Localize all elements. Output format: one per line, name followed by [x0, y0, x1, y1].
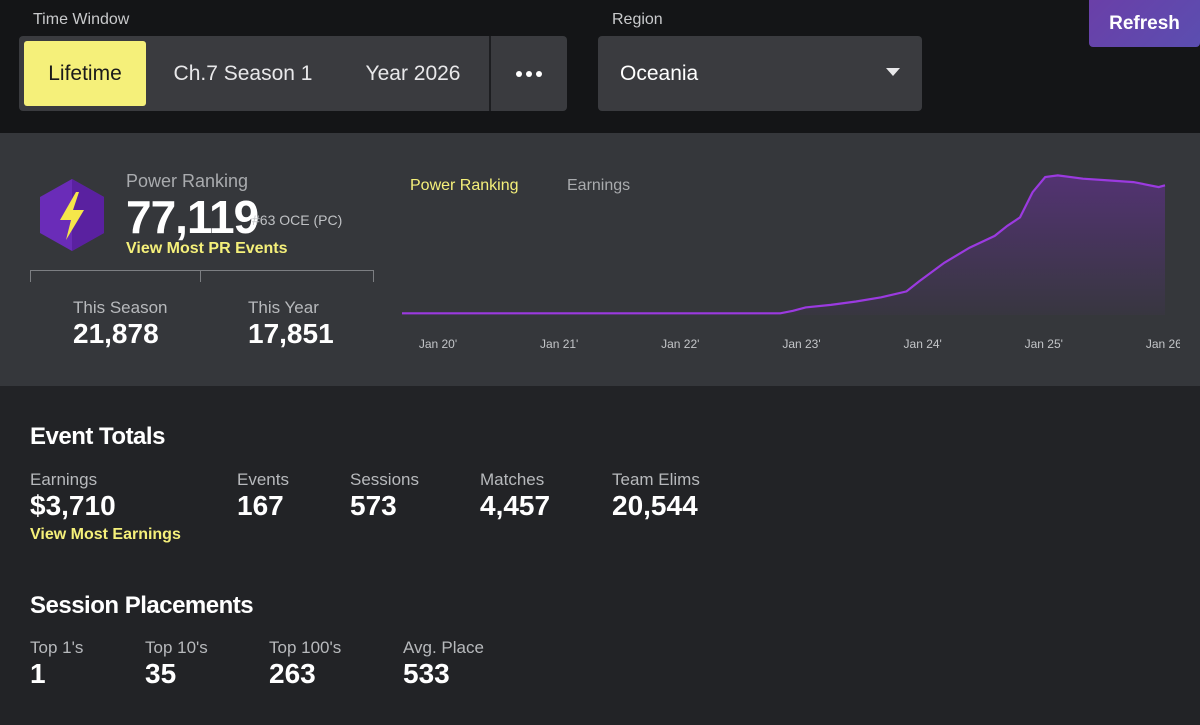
more-dots-icon — [516, 70, 542, 77]
region-select[interactable]: Oceania — [598, 36, 922, 111]
segment-divider — [489, 36, 491, 111]
avg-place-label: Avg. Place — [403, 638, 484, 657]
top100-value: 263 — [269, 658, 316, 689]
chevron-down-icon — [886, 68, 900, 76]
more-options-button[interactable] — [491, 36, 567, 111]
earnings-value: $3,710 — [30, 490, 116, 521]
time-option-year[interactable]: Year 2026 — [365, 61, 461, 85]
top1-label: Top 1's — [30, 638, 84, 657]
power-ranking-rank: #63 OCE (PC) — [252, 212, 343, 228]
x-tick-label: Jan 24' — [904, 337, 942, 351]
top10-label: Top 10's — [145, 638, 208, 657]
sessions-label: Sessions — [350, 470, 419, 489]
tab-power-ranking[interactable]: Power Ranking — [410, 177, 519, 194]
x-tick-label: Jan 26' — [1146, 337, 1180, 351]
view-most-earnings-link[interactable]: View Most Earnings — [30, 526, 181, 543]
lightning-hex-icon — [40, 179, 104, 251]
refresh-button[interactable]: Refresh — [1089, 0, 1200, 47]
region-label: Region — [612, 11, 663, 28]
x-tick-label: Jan 23' — [782, 337, 820, 351]
chart-area-fill — [402, 175, 1165, 315]
x-tick-label: Jan 22' — [661, 337, 699, 351]
power-ranking-title: Power Ranking — [126, 171, 249, 191]
matches-value: 4,457 — [480, 490, 551, 521]
avg-place-value: 533 — [403, 658, 450, 689]
top1-value: 1 — [30, 658, 46, 689]
time-option-lifetime[interactable]: Lifetime — [24, 41, 146, 106]
power-ranking-value: 77,119 — [126, 191, 259, 243]
event-totals-title: Event Totals — [30, 423, 165, 450]
stats-bracket-divider — [200, 270, 201, 282]
top100-label: Top 100's — [269, 638, 342, 657]
region-value: Oceania — [620, 62, 699, 85]
this-year-value: 17,851 — [248, 318, 334, 349]
power-ranking-chart: Jan 20' Jan 21' Jan 22' Jan 23' Jan 24' Jan 2… — [402, 174, 1180, 351]
this-year-label: This Year — [248, 298, 319, 317]
time-window-label: Time Window — [33, 11, 130, 28]
sessions-value: 573 — [350, 490, 397, 521]
stats-bracket — [30, 270, 374, 282]
time-option-season[interactable]: Ch.7 Season 1 — [173, 61, 313, 85]
filter-bar: Time Window Lifetime Ch.7 Season 1 Year … — [0, 0, 1200, 133]
tab-earnings[interactable]: Earnings — [567, 177, 631, 194]
this-season-value: 21,878 — [73, 318, 159, 349]
team-elims-label: Team Elims — [612, 470, 700, 489]
earnings-label: Earnings — [30, 470, 98, 489]
x-tick-label: Jan 21' — [540, 337, 578, 351]
time-window-selector: Lifetime Ch.7 Season 1 Year 2026 — [19, 36, 567, 111]
this-season-label: This Season — [73, 298, 168, 317]
x-tick-label: Jan 25' — [1025, 337, 1063, 351]
top10-value: 35 — [145, 658, 177, 689]
events-label: Events — [237, 470, 289, 489]
x-tick-label: Jan 20' — [419, 337, 457, 351]
session-placements-title: Session Placements — [30, 592, 254, 619]
team-elims-value: 20,544 — [612, 490, 698, 521]
matches-label: Matches — [480, 470, 545, 489]
chart-x-axis: Jan 20' Jan 21' Jan 22' Jan 23' Jan 24' Jan 2… — [419, 337, 1180, 351]
events-value: 167 — [237, 490, 284, 521]
chart-line — [402, 174, 1166, 315]
view-most-pr-events-link[interactable]: View Most PR Events — [126, 240, 288, 257]
